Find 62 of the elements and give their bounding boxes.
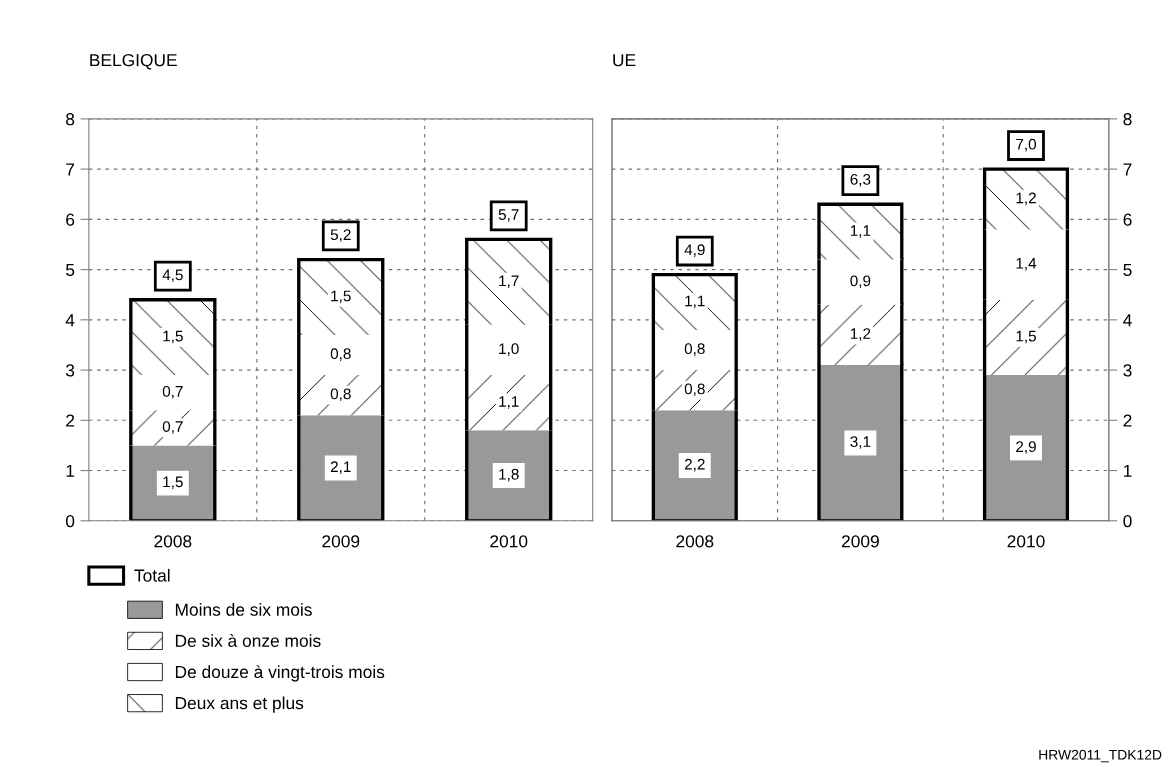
y-tick-label: 0 [65,514,75,528]
y-tick-label: 6 [66,213,75,226]
data-label: 0,8 [330,388,351,402]
y2-tick-label: 8 [1123,113,1132,126]
data-label: 1,5 [163,476,183,490]
y-tick-label: 8 [66,113,75,126]
data-label: 1,1 [685,295,705,309]
data-label: 1,4 [1016,258,1037,271]
legend-label: De six à onze mois [175,634,321,647]
y2-tick-label: 1 [1124,464,1132,477]
data-label: 0,8 [684,343,705,356]
total-label: 7,0 [1016,138,1037,152]
chart-title: UE [613,54,636,67]
y-tick-label: 2 [66,414,75,427]
y2-tick-label: 6 [1123,213,1132,226]
data-label: 1,5 [1016,330,1036,344]
data-label: 1,7 [499,275,519,289]
y2-tick-label: 0 [1123,514,1132,528]
text: HRW2011_TDK12D [1039,749,1162,763]
y2-tick-label: 3 [1123,364,1132,377]
x-tick-label: 2008 [676,535,714,548]
total-label: 5,7 [498,209,519,222]
y2-tick-label: 7 [1123,163,1132,176]
y2-tick-label: 4 [1123,314,1132,327]
x-tick-label: 2008 [154,535,192,548]
x-tick-label: 2009 [841,535,879,548]
data-label: 0,7 [162,385,183,399]
data-label: 1,5 [331,290,351,304]
data-label: 3,1 [850,436,871,449]
total-label: 4,5 [162,269,183,283]
y-tick-label: 5 [66,263,75,277]
data-label: 2,2 [684,458,705,472]
y-tick-label: 1 [66,464,75,477]
data-label: 0,9 [850,275,871,289]
data-label: 2,1 [330,461,351,474]
data-label: 1,2 [1016,192,1036,206]
data-label: 0,8 [330,348,351,361]
total-label: 4,9 [684,244,705,257]
x-tick-label: 2010 [490,535,528,548]
y-tick-label: 7 [66,163,75,176]
legend-title: Total [134,568,170,582]
legend-label: De douze à vingt-trois mois [175,665,385,682]
data-label: 1,2 [850,328,871,341]
y-tick-label: 4 [65,314,75,327]
legend-label: Moins de six mois [175,603,312,616]
data-label: 1,1 [850,225,871,238]
data-label: 1,0 [499,343,519,356]
data-label: 0,7 [162,421,183,434]
legend-label: Deux ans et plus [175,696,304,713]
data-label: 1,1 [499,396,519,409]
x-tick-label: 2010 [1007,535,1045,548]
chart-title: BELGIQUE [90,53,177,70]
total-label: 6,3 [850,173,871,187]
data-label: 1,5 [163,330,183,344]
data-label: 2,9 [1016,441,1036,454]
data-label: 0,8 [684,383,705,397]
total-label: 5,2 [330,229,351,242]
data-label: 1,8 [499,468,519,482]
y-tick-label: 3 [65,364,75,377]
y2-tick-label: 5 [1123,263,1132,277]
y2-tick-label: 2 [1123,414,1132,427]
x-tick-label: 2009 [322,535,360,548]
